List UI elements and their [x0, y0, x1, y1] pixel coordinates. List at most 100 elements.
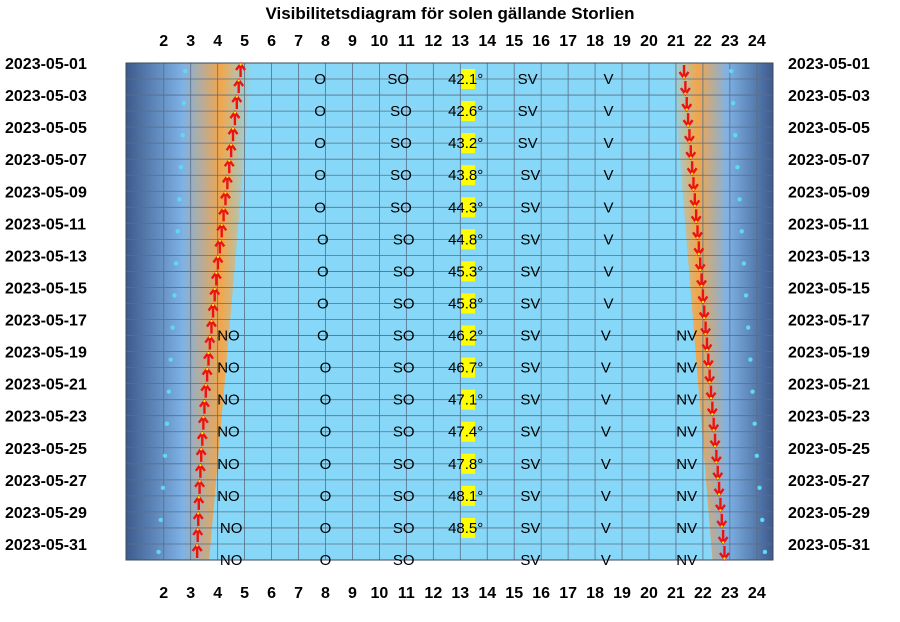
arrow-tip	[207, 351, 210, 355]
direction-label: O	[314, 71, 326, 88]
date-label-right: 2023-05-13	[788, 248, 870, 265]
arrow-tip	[721, 541, 725, 544]
max-elevation-label: 46.7°	[448, 360, 483, 377]
max-elevation-label: 47.8°	[448, 456, 483, 473]
direction-label: NV	[676, 488, 697, 505]
max-elevation-highlight	[461, 293, 476, 314]
direction-label: SV	[520, 424, 540, 441]
direction-label: NV	[676, 360, 697, 377]
sunrise-arrow	[212, 254, 224, 270]
sunset-arrow	[688, 177, 699, 193]
date-label-right: 2023-05-25	[788, 441, 870, 458]
x-tick-label-top: 18	[586, 33, 604, 50]
sunset-arrow	[679, 81, 691, 97]
direction-label: O	[317, 263, 329, 280]
plot-border	[125, 62, 774, 561]
twilight-start-dot	[183, 68, 188, 74]
arrow-tip	[707, 364, 710, 368]
direction-label: V	[601, 424, 611, 441]
x-tick-label-top: 17	[559, 33, 577, 50]
arrow-tip	[195, 544, 199, 547]
twilight-start-dot	[162, 453, 168, 458]
direction-label: O	[320, 360, 332, 377]
direction-label: O	[320, 456, 332, 473]
sunset-arrow	[683, 129, 695, 145]
x-tick-label-bottom: 17	[559, 585, 577, 602]
arrow-tip	[717, 493, 721, 496]
sunrise-arrow	[201, 366, 213, 382]
direction-label: SO	[393, 520, 415, 537]
sunrise-arrow	[198, 398, 210, 414]
arrow-tip	[719, 509, 722, 512]
direction-label: V	[604, 231, 614, 248]
direction-label: SV	[520, 360, 540, 377]
arrow-tip	[723, 557, 726, 560]
x-tick-label-bottom: 3	[186, 585, 195, 602]
x-tick-label-bottom: 20	[640, 585, 658, 602]
sunrise-arrow	[233, 78, 245, 94]
sunset-arrow	[700, 321, 712, 337]
twilight-start-dot	[181, 100, 187, 106]
x-tick-label-top: 9	[348, 33, 357, 50]
direction-label: SV	[520, 167, 540, 184]
sunset-arrow	[713, 481, 725, 497]
arrow-tip	[231, 127, 235, 130]
direction-label: NV	[676, 424, 697, 441]
sunset-arrow	[698, 305, 710, 321]
arrow-tip	[203, 399, 206, 403]
arrow-tip	[690, 172, 694, 175]
direction-label: V	[601, 552, 611, 569]
direction-label: SO	[393, 456, 415, 473]
arrow-tip	[696, 236, 699, 240]
grid-lines	[125, 62, 774, 561]
direction-label: NO	[217, 392, 240, 409]
twilight-start-dot	[166, 389, 172, 394]
max-elevation-highlight	[461, 453, 476, 474]
sunset-arrow	[685, 145, 697, 161]
direction-label: V	[604, 295, 614, 312]
sunset-arrow	[701, 337, 713, 353]
x-tick-label-bottom: 7	[294, 585, 303, 602]
max-elevation-highlight	[461, 197, 476, 218]
date-label-left: 2023-05-03	[5, 88, 87, 105]
arrow-tip	[197, 512, 200, 515]
arrow-tip	[211, 303, 215, 307]
direction-label: O	[314, 199, 326, 216]
arrow-tip	[708, 380, 711, 384]
twilight-start-dot	[180, 132, 185, 138]
arrow-tip	[700, 284, 703, 288]
max-elevation-label: 48.1°	[448, 488, 483, 505]
arrow-tip	[688, 140, 691, 143]
twilight-start-dot	[158, 517, 163, 523]
sunset-arrow	[719, 545, 730, 561]
direction-label: V	[601, 360, 611, 377]
arrow-tip	[705, 348, 709, 352]
direction-label: NV	[676, 552, 697, 569]
twilight-start-dot	[178, 165, 184, 170]
direction-label: SV	[520, 488, 540, 505]
x-tick-label-bottom: 12	[424, 585, 442, 602]
max-elevation-label: 47.4°	[448, 424, 483, 441]
direction-label: O	[317, 295, 329, 312]
sunrise-arrow	[194, 462, 206, 478]
max-elevation-highlight	[461, 357, 476, 378]
max-elevation-label: 48.5°	[448, 520, 483, 537]
date-label-right: 2023-05-09	[788, 184, 870, 201]
evening-twilight-band	[672, 63, 773, 560]
sunrise-arrow	[192, 510, 204, 526]
date-label-right: 2023-05-23	[788, 409, 870, 426]
direction-label: NV	[676, 392, 697, 409]
sunset-arrow	[678, 65, 690, 81]
direction-label: NO	[220, 552, 243, 569]
x-tick-label-bottom: 16	[532, 585, 550, 602]
sunset-arrow	[694, 257, 706, 273]
arrow-tip	[197, 496, 200, 499]
date-label-right: 2023-05-27	[788, 473, 870, 490]
direction-label: SO	[390, 199, 412, 216]
sunrise-arrow	[216, 222, 228, 238]
sunrise-arrow	[191, 542, 203, 558]
twilight-end-dot	[735, 165, 740, 170]
max-elevation-label: 42.1°	[448, 71, 483, 88]
twilight-start-dot	[177, 197, 182, 202]
